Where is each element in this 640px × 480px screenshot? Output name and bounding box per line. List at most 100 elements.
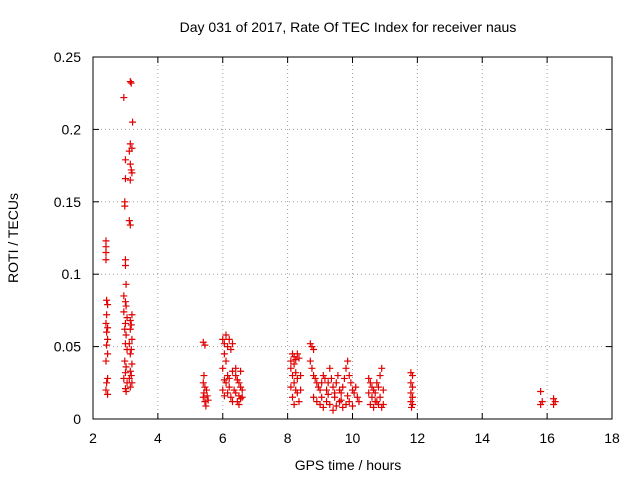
data-point — [126, 350, 134, 358]
data-point — [126, 221, 134, 229]
data-point — [122, 331, 130, 339]
data-point — [537, 401, 545, 409]
data-point — [353, 393, 361, 401]
data-point — [409, 372, 417, 380]
data-points — [102, 78, 559, 414]
data-point — [337, 396, 345, 404]
data-point — [125, 217, 133, 225]
data-point — [126, 78, 134, 86]
data-point — [374, 383, 382, 391]
data-point — [103, 379, 111, 387]
data-point — [316, 386, 324, 394]
data-point — [103, 296, 111, 304]
data-point — [104, 335, 112, 343]
x-tick-label: 6 — [219, 430, 227, 446]
data-point — [337, 389, 345, 397]
data-point — [323, 386, 331, 394]
data-point — [311, 374, 319, 382]
data-point — [219, 386, 227, 394]
data-point — [365, 389, 373, 397]
data-point — [288, 372, 296, 380]
data-point — [368, 393, 376, 401]
data-point — [126, 383, 134, 391]
data-point — [104, 350, 112, 358]
data-point — [329, 383, 337, 391]
data-point — [378, 364, 386, 372]
data-point — [407, 379, 415, 387]
data-point — [103, 311, 111, 319]
data-point — [318, 379, 326, 387]
data-point — [408, 403, 416, 411]
data-point — [349, 402, 356, 410]
data-point — [102, 319, 110, 327]
data-point — [121, 175, 129, 183]
data-point — [121, 319, 129, 327]
data-point — [318, 393, 326, 401]
x-tick-label: 2 — [89, 430, 97, 446]
data-point — [310, 345, 318, 353]
data-point — [228, 340, 236, 348]
data-point — [332, 402, 340, 410]
data-point — [407, 389, 415, 397]
data-point — [121, 156, 129, 164]
data-point — [128, 335, 136, 343]
data-point — [102, 386, 110, 394]
y-tick-label: 0.25 — [54, 49, 81, 65]
x-tick-label: 14 — [474, 430, 490, 446]
data-point — [120, 94, 128, 102]
data-point — [125, 340, 133, 348]
data-point — [332, 379, 340, 387]
data-point — [319, 403, 327, 411]
data-point — [379, 401, 387, 409]
data-point — [292, 356, 300, 364]
data-point — [122, 363, 130, 371]
data-point — [373, 379, 381, 387]
data-point — [126, 317, 134, 325]
x-tick-label: 10 — [345, 430, 361, 446]
data-point — [128, 169, 136, 177]
data-point — [550, 401, 558, 409]
data-point — [237, 367, 245, 375]
data-point — [340, 374, 348, 382]
data-point — [121, 298, 129, 306]
data-point — [365, 374, 373, 382]
data-point — [342, 364, 350, 372]
data-point — [104, 374, 112, 382]
y-tick-label: 0.1 — [62, 266, 82, 282]
data-point — [225, 383, 233, 391]
data-point — [297, 372, 305, 380]
data-point — [310, 393, 318, 401]
data-point — [121, 369, 129, 377]
axis-ticks: 2 4 6 8 10 12 14 16 18 0 0.05 0.1 0.15 0.2 0.25 — [54, 49, 620, 446]
data-point — [321, 374, 329, 382]
data-point — [232, 372, 240, 380]
data-point — [128, 311, 136, 319]
data-point — [287, 383, 295, 391]
data-point — [306, 357, 314, 365]
data-point — [128, 360, 136, 368]
data-point — [344, 392, 352, 400]
data-point — [126, 140, 134, 148]
data-point — [288, 393, 296, 401]
x-tick-label: 16 — [539, 430, 555, 446]
data-point — [103, 341, 111, 349]
data-point — [203, 392, 211, 400]
data-point — [373, 398, 381, 406]
data-point — [220, 392, 228, 400]
y-tick-label: 0.05 — [54, 339, 81, 355]
data-point — [125, 147, 133, 155]
data-point — [290, 401, 298, 409]
data-point — [126, 367, 134, 375]
data-point — [220, 350, 228, 358]
data-point — [201, 341, 209, 349]
data-point — [287, 364, 295, 372]
data-point — [232, 364, 240, 372]
data-point — [104, 390, 112, 398]
data-point — [355, 398, 363, 406]
grid-lines — [93, 57, 612, 419]
data-point — [121, 202, 129, 210]
data-point — [219, 364, 227, 372]
x-tick-label: 8 — [284, 430, 292, 446]
data-point — [290, 360, 298, 368]
data-point — [352, 383, 360, 391]
